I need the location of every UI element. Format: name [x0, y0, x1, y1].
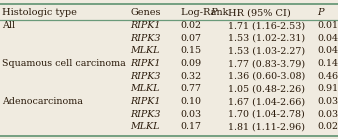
Text: 1.53 (1.03-2.27): 1.53 (1.03-2.27)	[228, 46, 305, 55]
Text: P: P	[211, 8, 217, 17]
Text: Squamous cell carcinoma: Squamous cell carcinoma	[2, 59, 125, 68]
Text: 0.15: 0.15	[181, 46, 202, 55]
Text: RIPK1: RIPK1	[130, 97, 161, 106]
Text: 0.04: 0.04	[317, 34, 338, 43]
Text: 0.01: 0.01	[317, 21, 338, 30]
Text: 0.46: 0.46	[317, 72, 338, 81]
Text: RIPK3: RIPK3	[130, 34, 161, 43]
Text: MLKL: MLKL	[130, 46, 160, 55]
Text: 0.14: 0.14	[317, 59, 338, 68]
Text: 0.09: 0.09	[181, 59, 202, 68]
Text: 0.02: 0.02	[181, 21, 202, 30]
Text: 0.03: 0.03	[317, 97, 338, 106]
Text: RIPK3: RIPK3	[130, 72, 161, 81]
Text: 0.10: 0.10	[181, 97, 202, 106]
Text: All: All	[2, 21, 15, 30]
Text: Log-Rank: Log-Rank	[181, 8, 232, 17]
Text: RIPK1: RIPK1	[130, 21, 161, 30]
Text: 1.67 (1.04-2.66): 1.67 (1.04-2.66)	[228, 97, 305, 106]
Text: MLKL: MLKL	[130, 84, 160, 93]
Text: 1.36 (0.60-3.08): 1.36 (0.60-3.08)	[228, 72, 306, 81]
Text: 0.02: 0.02	[317, 122, 338, 131]
Text: 0.91: 0.91	[317, 84, 338, 93]
Text: 1.70 (1.04-2.78): 1.70 (1.04-2.78)	[228, 110, 305, 119]
Text: P: P	[317, 8, 323, 17]
Text: 0.03: 0.03	[181, 110, 202, 119]
Text: 1.77 (0.83-3.79): 1.77 (0.83-3.79)	[228, 59, 305, 68]
Text: Adenocarcinoma: Adenocarcinoma	[2, 97, 82, 106]
Text: Genes: Genes	[130, 8, 161, 17]
Text: Histologic type: Histologic type	[2, 8, 77, 17]
Text: 1.05 (0.48-2.26): 1.05 (0.48-2.26)	[228, 84, 305, 93]
Text: 0.04: 0.04	[317, 46, 338, 55]
Text: 0.03: 0.03	[317, 110, 338, 119]
Text: 0.32: 0.32	[181, 72, 202, 81]
Text: 1.53 (1.02-2.31): 1.53 (1.02-2.31)	[228, 34, 305, 43]
Text: MLKL: MLKL	[130, 122, 160, 131]
Text: 1.71 (1.16-2.53): 1.71 (1.16-2.53)	[228, 21, 305, 30]
Text: 0.17: 0.17	[181, 122, 202, 131]
Text: RIPK1: RIPK1	[130, 59, 161, 68]
Text: 1.81 (1.11-2.96): 1.81 (1.11-2.96)	[228, 122, 305, 131]
Text: 0.07: 0.07	[181, 34, 202, 43]
Text: HR (95% CI): HR (95% CI)	[228, 8, 291, 17]
Text: RIPK3: RIPK3	[130, 110, 161, 119]
Text: 0.77: 0.77	[181, 84, 202, 93]
